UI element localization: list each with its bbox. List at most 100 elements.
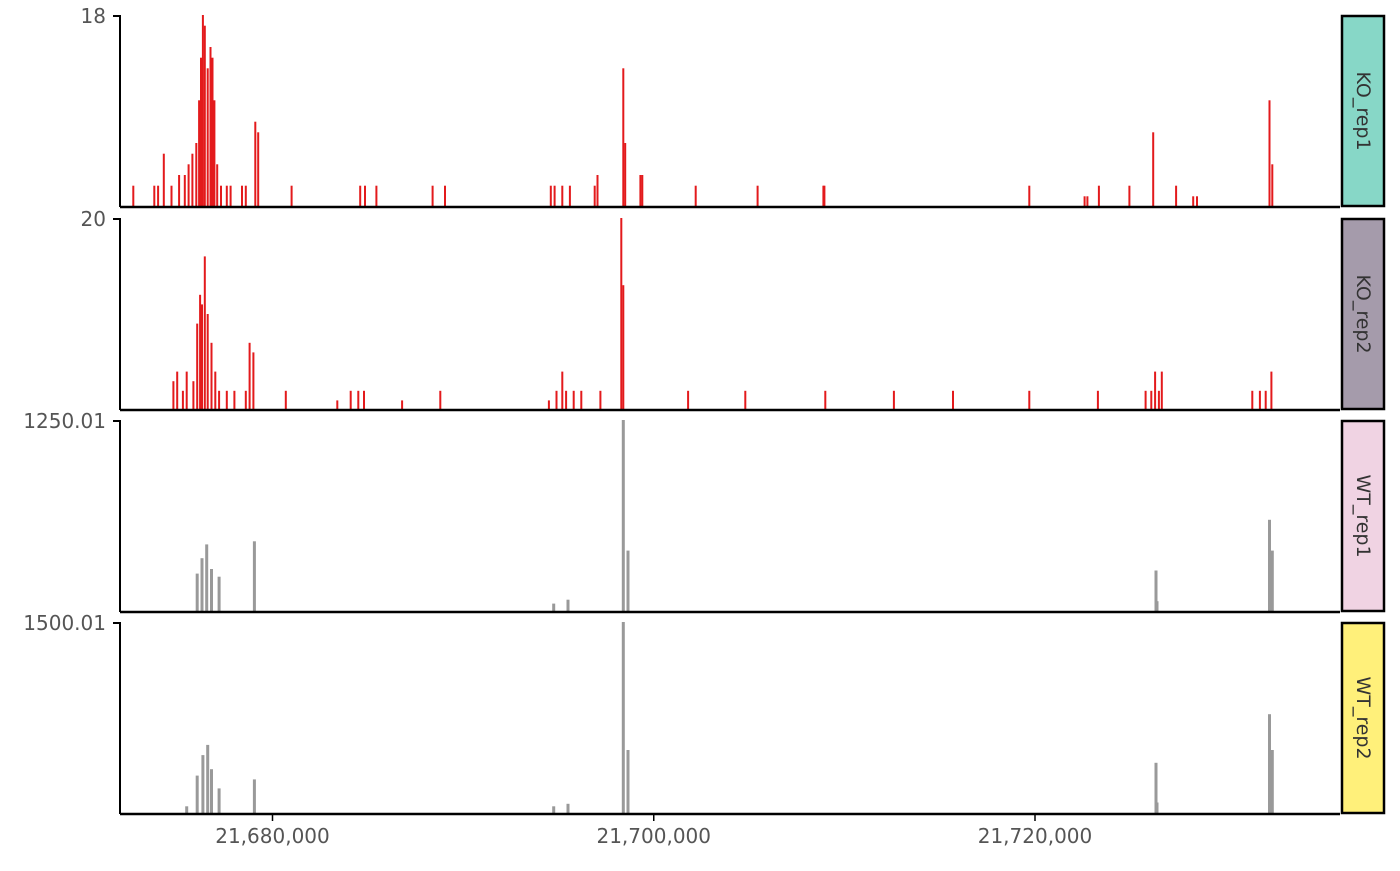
coverage-bar	[213, 100, 216, 207]
coverage-bar	[566, 803, 570, 814]
coverage-bar	[596, 175, 599, 207]
coverage-bar	[687, 390, 690, 410]
coverage-bar	[244, 185, 247, 207]
coverage-bar	[210, 342, 213, 410]
coverage-bar	[176, 371, 179, 410]
track-label: KO_rep1	[1352, 71, 1374, 150]
coverage-bar	[621, 622, 625, 814]
coverage-bar	[756, 185, 759, 207]
x-tick-label: 21,700,000	[596, 824, 711, 848]
coverage-bar	[172, 381, 175, 410]
coverage-bar	[549, 185, 552, 207]
coverage-bar	[1028, 185, 1031, 207]
coverage-bar	[1083, 196, 1086, 207]
coverage-bar	[364, 185, 366, 207]
coverage-bar	[952, 390, 954, 410]
coverage-bar	[178, 175, 181, 207]
coverage-bar	[206, 314, 209, 410]
coverage-bar	[375, 185, 378, 207]
coverage-bar	[1271, 164, 1274, 207]
track-label: KO_rep2	[1352, 274, 1374, 353]
coverage-bar	[1154, 371, 1157, 410]
coverage-bar	[183, 175, 186, 207]
coverage-bar	[252, 779, 256, 814]
coverage-bar	[349, 390, 352, 410]
coverage-bar	[1270, 750, 1274, 814]
coverage-bar	[572, 390, 575, 410]
coverage-bar	[823, 185, 826, 207]
coverage-bar	[363, 390, 365, 410]
coverage-bar	[1096, 390, 1099, 410]
coverage-bar	[744, 390, 747, 410]
track-label: WT_rep2	[1352, 676, 1374, 759]
coverage-bar	[593, 185, 596, 207]
coverage-bar	[1268, 519, 1271, 612]
track-WT_rep1: 1250.01 WT_rep1	[23, 409, 1386, 614]
coverage-bar	[210, 569, 213, 612]
coverage-bar	[552, 603, 556, 612]
coverage-bar	[1154, 762, 1158, 814]
coverage-bar	[1028, 390, 1031, 410]
coverage-bar	[580, 390, 583, 410]
coverage-bar	[626, 750, 630, 814]
coverage-bar	[185, 371, 188, 410]
coverage-bar	[566, 599, 570, 612]
coverage-bar	[200, 57, 202, 208]
coverage-bar	[1150, 390, 1153, 410]
track-label: WT_rep1	[1352, 474, 1374, 557]
coverage-bar	[132, 185, 135, 207]
coverage-bar	[624, 143, 627, 207]
coverage-bar	[192, 381, 195, 410]
coverage-bar	[195, 143, 198, 207]
y-max-label: 1500.01	[23, 611, 106, 635]
coverage-bar	[257, 132, 260, 207]
coverage-bar	[621, 420, 625, 612]
coverage-bar	[1128, 185, 1131, 207]
coverage-bar	[153, 185, 156, 207]
coverage-bar	[1086, 196, 1089, 207]
coverage-bar	[290, 185, 293, 207]
coverage-bar	[892, 390, 895, 410]
coverage-bar	[561, 371, 564, 410]
track-strip	[1340, 419, 1386, 613]
coverage-bar	[359, 185, 362, 207]
coverage-bar	[555, 390, 558, 410]
coverage-bar	[1268, 100, 1271, 207]
coverage-bar	[203, 25, 206, 208]
coverage-bar	[1152, 132, 1155, 207]
coverage-bar	[1154, 570, 1158, 612]
coverage-bar	[205, 544, 209, 612]
coverage-bar	[357, 390, 360, 410]
coverage-bar	[439, 390, 442, 410]
coverage-bar	[229, 185, 232, 207]
coverage-bar	[622, 68, 625, 207]
coverage-bar	[191, 153, 194, 207]
coverage-bar	[252, 352, 255, 410]
coverage-bar	[198, 100, 201, 207]
coverage-bar	[201, 304, 203, 410]
coverage-bar	[626, 550, 630, 612]
coverage-bar	[1097, 185, 1100, 207]
coverage-bar	[244, 390, 247, 410]
track-KO_rep2: 20 KO_rep2	[81, 207, 1386, 412]
coverage-bar	[200, 558, 204, 612]
coverage-bar	[206, 744, 210, 814]
coverage-bar	[195, 775, 199, 814]
coverage-bar	[196, 323, 199, 410]
coverage-bar	[444, 185, 446, 207]
y-max-label: 20	[81, 207, 106, 231]
coverage-bar	[233, 390, 236, 410]
coverage-bar	[201, 15, 204, 207]
coverage-bar	[170, 185, 173, 207]
coverage-bar	[694, 185, 697, 207]
coverage-bar	[203, 256, 206, 410]
track-strip	[1340, 621, 1386, 815]
coverage-bar	[1175, 185, 1178, 207]
coverage-bar	[209, 47, 212, 207]
coverage-bar	[1264, 390, 1267, 410]
coverage-bar	[401, 400, 404, 410]
coverage-bar	[561, 185, 564, 207]
coverage-bar	[211, 57, 214, 208]
coverage-bar	[547, 400, 550, 410]
coverage-bar	[622, 285, 625, 410]
